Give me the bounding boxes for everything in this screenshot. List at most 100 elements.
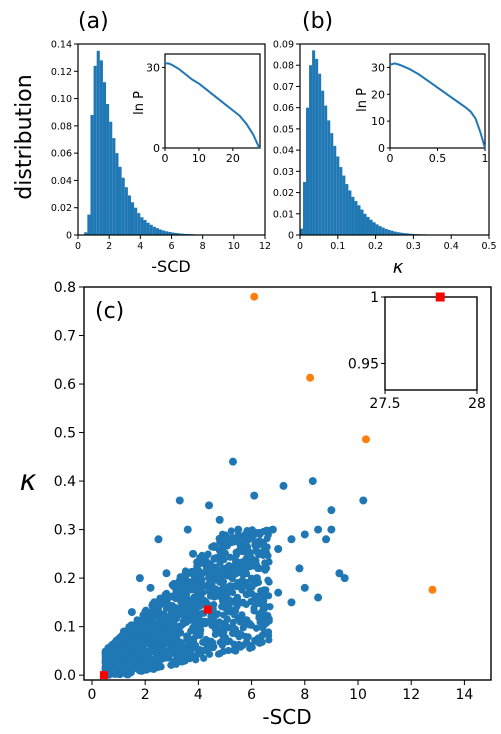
scatter-point: [242, 555, 250, 563]
histogram-bar: [405, 233, 409, 235]
panel-b-frame: [299, 43, 490, 236]
scatter-point: [238, 583, 246, 591]
histogram-bar: [174, 232, 178, 235]
panel-b-xticks: 0 0.1 0.2 0.3 0.4 0.5: [297, 235, 497, 252]
scatter-point: [141, 655, 149, 663]
scatter-point: [215, 515, 224, 524]
scatter-point: [198, 551, 206, 559]
scatter-point: [189, 636, 197, 645]
x-tick-label: 0.2: [368, 241, 383, 252]
scatter-point: [228, 575, 236, 583]
panel-c-inset: 27.5 28 0.95 1: [348, 290, 486, 412]
scatter-point: [335, 569, 344, 578]
histogram-bar: [348, 190, 352, 235]
inset-y-tick-label: 0.95: [348, 356, 379, 372]
y-tick-label: 0.8: [54, 280, 76, 296]
scatter-point: [250, 491, 259, 500]
histogram-bar: [330, 133, 334, 235]
histogram-bar: [93, 65, 97, 235]
scatter-point: [265, 636, 273, 644]
x-tick-label: 0.4: [444, 241, 459, 252]
scatter-point: [264, 576, 272, 584]
scatter-point: [314, 525, 323, 534]
histogram-bar: [96, 50, 100, 236]
inset-y-tick-label: 10: [371, 115, 385, 128]
scatter-point: [210, 554, 219, 563]
scatter-point: [236, 643, 245, 651]
scatter-point: [127, 608, 136, 617]
scatter-point: [306, 373, 315, 382]
scatter-point: [262, 564, 271, 572]
scatter-point: [260, 549, 269, 558]
y-tick-label: 0.09: [273, 40, 294, 51]
panel-a-xticks: 0 2 4 6 8 10 12: [75, 235, 271, 252]
panel-c-inset-xticks: 27.5 28: [369, 390, 486, 412]
shared-ylabel: distribution: [12, 74, 37, 199]
highlight-square: [99, 671, 108, 680]
panel-c-inset-yticks: 0.95 1: [348, 290, 385, 372]
inset-y-tick-label: 30: [146, 61, 160, 74]
panel-b: (b) 0 0.1 0.2 0.3 0.4 0.5 0 0.01 0.02 0.03 0.04 0.…: [273, 9, 497, 278]
histogram-bar: [140, 217, 144, 235]
y-tick-label: 0.02: [273, 188, 294, 199]
scatter-point: [254, 636, 262, 645]
panel-b-label: (b): [302, 9, 333, 34]
scatter-point: [247, 554, 256, 563]
scatter-point: [205, 501, 214, 510]
histogram-bar: [180, 233, 184, 235]
scatter-point: [162, 654, 171, 662]
histogram-bar: [171, 232, 175, 235]
histogram-bar: [84, 232, 88, 235]
scatter-point: [167, 661, 175, 669]
scatter-point: [265, 558, 273, 566]
scatter-point: [232, 647, 240, 655]
scatter-point: [175, 650, 183, 658]
histogram-bar: [87, 214, 91, 235]
scatter-point: [231, 555, 239, 563]
scatter-point: [143, 622, 151, 631]
x-tick-label: 12: [402, 687, 420, 703]
x-tick-label: 4: [194, 687, 203, 703]
scatter-point: [154, 606, 162, 614]
histogram-bar: [124, 187, 128, 235]
histogram-bar: [384, 228, 388, 235]
inset-x-tick-label: 28: [468, 396, 486, 412]
scatter-point: [206, 586, 215, 594]
scatter-point: [231, 607, 240, 615]
scatter-point: [213, 592, 221, 600]
histogram-bar: [177, 233, 181, 235]
scatter-point: [266, 603, 274, 611]
scatter-point: [223, 542, 231, 550]
x-tick-label: 4: [137, 241, 143, 252]
inset-y-tick-label: 30: [371, 61, 385, 74]
histogram-bar: [118, 166, 122, 235]
histogram-bar: [387, 229, 391, 235]
y-tick-label: 0.07: [273, 82, 294, 93]
panel-a-xlabel: -SCD: [151, 257, 190, 276]
scatter-point: [211, 625, 219, 633]
histogram-bar: [115, 153, 119, 235]
scatter-point: [186, 586, 195, 594]
histogram-bar: [402, 233, 406, 235]
scatter-point: [127, 642, 136, 651]
panel-b-inset-line: [389, 62, 486, 149]
scatter-point: [143, 639, 151, 648]
y-tick-label: 0.3: [54, 523, 76, 539]
histogram-bar: [345, 184, 349, 235]
histogram-bar: [152, 226, 156, 235]
y-tick-label: 0.02: [51, 203, 72, 214]
scatter-point: [117, 646, 125, 654]
histogram-bar: [121, 177, 125, 235]
histogram-bar: [339, 167, 343, 235]
histogram-bar: [360, 209, 364, 235]
histogram-bar: [408, 233, 412, 235]
x-tick-label: 0.3: [406, 241, 421, 252]
scatter-point: [131, 660, 139, 668]
scatter-point: [167, 608, 176, 617]
scatter-point: [162, 569, 171, 578]
panel-c-inset-points: [435, 292, 445, 302]
y-tick-label: 0.5: [54, 426, 76, 442]
histogram-bar: [372, 222, 376, 235]
histogram-bar: [300, 228, 304, 235]
scatter-point: [252, 547, 261, 555]
